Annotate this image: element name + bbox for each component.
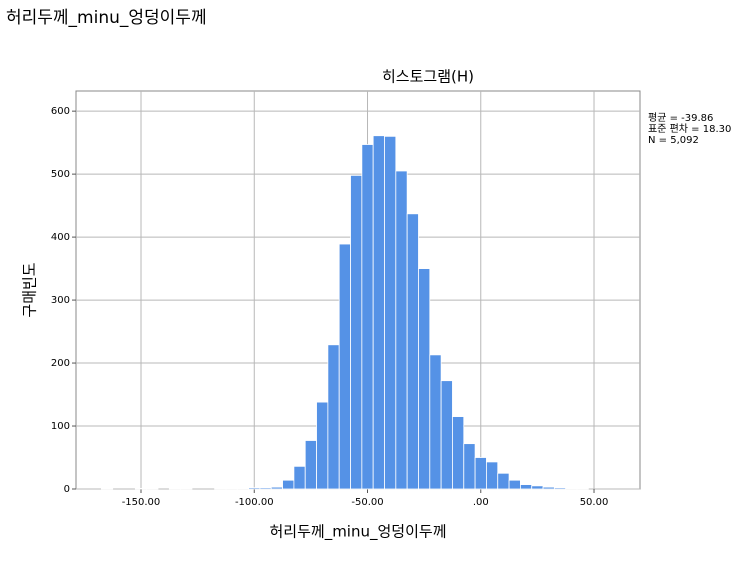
bar	[236, 487, 249, 490]
bar	[474, 457, 487, 490]
bar	[576, 487, 589, 490]
bar	[225, 487, 238, 490]
stat-annotation: N = 5,092	[648, 135, 699, 146]
bar	[565, 487, 578, 490]
bar	[100, 487, 114, 490]
bar	[248, 487, 261, 490]
bar	[350, 174, 363, 490]
bar	[338, 243, 351, 490]
bar	[520, 484, 533, 490]
bar	[440, 380, 453, 490]
bar	[168, 487, 182, 490]
bar	[134, 487, 148, 490]
bar	[542, 486, 555, 490]
bar	[304, 440, 317, 490]
bar	[361, 144, 374, 490]
y-axis-label: 구매빈도	[21, 262, 39, 317]
bar	[429, 354, 442, 490]
x-tick-label: -150.00	[122, 497, 161, 508]
x-axis-label: 허리두께_minu_엉덩이두께	[270, 523, 447, 542]
y-tick-label: 200	[51, 358, 70, 369]
page-title: 허리두께_minu_엉덩이두께	[6, 8, 207, 28]
bar	[214, 487, 227, 490]
bar	[418, 268, 431, 490]
x-tick-label: .00	[473, 497, 489, 508]
x-tick-label: 50.00	[580, 497, 609, 508]
bar	[508, 479, 521, 490]
bar	[497, 472, 510, 490]
bar	[327, 344, 340, 490]
bar	[406, 213, 419, 490]
bar	[293, 465, 306, 490]
bar	[486, 461, 499, 490]
chart-title: 히스토그램(H)	[382, 68, 474, 86]
bar	[259, 487, 272, 490]
bar	[270, 486, 283, 490]
y-tick-label: 500	[51, 169, 70, 180]
bar	[452, 416, 465, 490]
bar	[395, 170, 408, 490]
y-tick-label: 600	[51, 106, 70, 117]
bar	[282, 479, 295, 490]
bar	[553, 487, 567, 490]
bar	[531, 485, 544, 490]
bar	[180, 487, 193, 490]
x-tick-label: -100.00	[235, 497, 274, 508]
y-tick-label: 0	[64, 484, 70, 495]
bar	[372, 135, 385, 490]
bar	[463, 443, 476, 490]
bar	[316, 401, 329, 490]
bar	[384, 135, 397, 490]
stat-annotation: 평균 = -39.86	[648, 112, 713, 124]
x-tick-label: -50.00	[351, 497, 383, 508]
y-tick-label: 100	[51, 421, 70, 432]
stat-annotation: 표준 편차 = 18.30	[648, 123, 731, 135]
y-tick-label: 300	[51, 295, 70, 306]
y-tick-label: 400	[51, 232, 70, 243]
bar	[146, 487, 159, 490]
